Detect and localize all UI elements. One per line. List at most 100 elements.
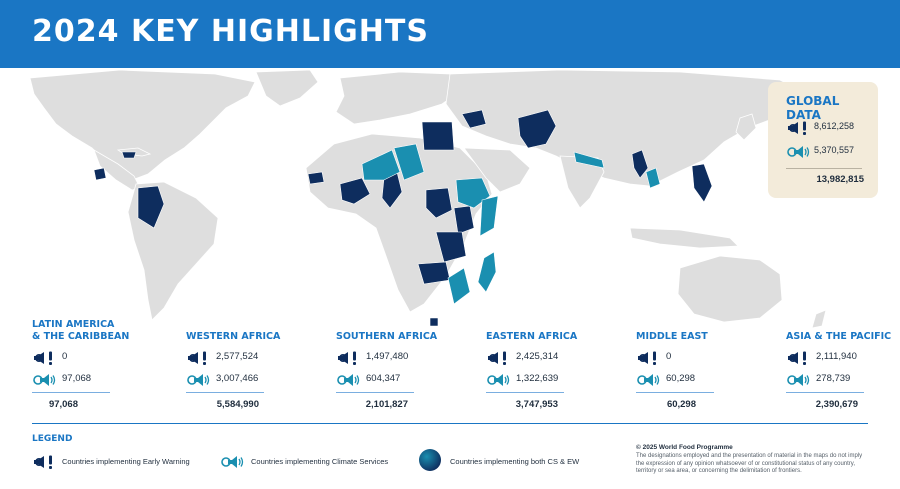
greenland (255, 69, 319, 107)
country-nigeria (339, 177, 371, 205)
country-zambia (417, 261, 451, 285)
early-warning-icon (186, 350, 210, 366)
early-warning-icon (486, 350, 510, 366)
region-total: 2,390,679 (815, 399, 858, 410)
climate-services-icon (786, 372, 810, 388)
early-warning-value: 1,497,480 (366, 351, 409, 362)
page-title: 2024 KEY HIGHLIGHTS (32, 14, 429, 49)
region-total: 97,068 (48, 399, 78, 410)
climate-services-row: 60,298 (636, 372, 746, 386)
india (559, 155, 605, 209)
header-banner: 2024 KEY HIGHLIGHTS (0, 0, 900, 68)
region-latin-america: LATIN AMERICA & THE CARIBBEAN 0 97,068 9… (32, 312, 152, 417)
early-warning-row: 2,577,524 (186, 350, 296, 364)
world-map (29, 69, 827, 328)
climate-services-icon (186, 372, 210, 388)
climate-services-icon (636, 372, 660, 388)
early-warning-row: 0 (636, 350, 746, 364)
early-warning-icon (32, 350, 56, 366)
early-warning-icon (32, 454, 56, 470)
region-total: 3,747,953 (515, 399, 558, 410)
region-title: LATIN AMERICA & THE CARIBBEAN (32, 319, 130, 342)
early-warning-value: 0 (666, 351, 672, 362)
early-warning-icon (786, 120, 810, 136)
global-early-warning-value: 8,612,258 (814, 121, 855, 131)
early-warning-icon (786, 350, 810, 366)
early-warning-row: 0 (32, 350, 142, 364)
region-divider (32, 392, 110, 393)
climate-services-countries (361, 143, 661, 305)
region-southern-africa: SOUTHERN AFRICA 1,497,480 604,347 2,101,… (336, 312, 456, 417)
legend-climate-services: Countries implementing Climate Services (220, 452, 420, 472)
region-divider (186, 392, 264, 393)
country-senegal (307, 171, 325, 185)
climate-services-row: 604,347 (336, 372, 446, 386)
region-divider (336, 392, 414, 393)
early-warning-countries (93, 109, 713, 327)
climate-services-value: 604,347 (366, 373, 401, 384)
climate-services-value: 97,068 (62, 373, 92, 384)
early-warning-value: 2,425,314 (516, 351, 559, 362)
legend-climate-services-label: Countries implementing Climate Services (251, 457, 389, 466)
country-bangladesh-nepal (573, 151, 605, 169)
early-warning-icon (336, 350, 360, 366)
country-myanmar (631, 149, 649, 179)
legend-early-warning: Countries implementing Early Warning (32, 452, 232, 472)
country-philippines (691, 163, 713, 203)
region-total: 2,101,827 (365, 399, 408, 410)
climate-services-icon (336, 372, 360, 388)
legend-both-label: Countries implementing both CS & EW (450, 457, 580, 466)
country-mali (361, 149, 401, 181)
climate-services-value: 3,007,466 (216, 373, 259, 384)
region-middle-east: MIDDLE EAST 0 60,298 60,298 (636, 312, 756, 417)
region-title: WESTERN AFRICA (186, 331, 281, 342)
early-warning-value: 2,111,940 (816, 351, 857, 362)
early-warning-row: 1,497,480 (336, 350, 446, 364)
legend-early-warning-label: Countries implementing Early Warning (62, 457, 190, 466)
legend-both: Countries implementing both CS & EW (418, 448, 618, 472)
japan (735, 113, 757, 141)
region-asia-pacific: ASIA & THE PACIFIC 2,111,940 278,739 2,3… (786, 312, 900, 417)
region-divider (636, 392, 714, 393)
map-disclaimer: The designations employed and the presen… (636, 453, 863, 474)
climate-services-icon (486, 372, 510, 388)
early-warning-row: 2,425,314 (486, 350, 596, 364)
global-divider (786, 168, 862, 169)
region-western-africa: WESTERN AFRICA 2,577,524 3,007,466 5,584… (186, 312, 306, 417)
both-cs-ew-swatch-icon (419, 449, 441, 471)
country-niger (393, 143, 425, 181)
region-title: MIDDLE EAST (636, 331, 708, 342)
global-climate-services-row: 5,370,557 (786, 144, 876, 158)
climate-services-row: 278,739 (786, 372, 896, 386)
climate-services-value: 278,739 (816, 373, 851, 384)
region-title: EASTERN AFRICA (486, 331, 578, 342)
climate-services-value: 60,298 (666, 373, 696, 384)
climate-services-row: 97,068 (32, 372, 142, 386)
early-warning-row: 2,111,940 (786, 350, 896, 364)
global-early-warning-row: 8,612,258 (786, 120, 876, 134)
region-title: ASIA & THE PACIFIC (786, 331, 892, 342)
region-eastern-africa: EASTERN AFRICA 2,425,314 1,322,639 3,747… (486, 312, 606, 417)
country-lesotho (429, 317, 439, 327)
new-zealand (811, 309, 827, 328)
early-warning-icon (636, 350, 660, 366)
global-data-box: GLOBAL DATA 8,612,258 5,370,557 13,982,8… (768, 82, 878, 198)
country-sudan (425, 187, 453, 219)
climate-services-row: 1,322,639 (486, 372, 596, 386)
country-madagascar-cs (477, 251, 497, 293)
country-tanzania (435, 231, 467, 263)
country-kenya (453, 205, 475, 235)
legend-title: LEGEND (32, 434, 73, 444)
legend-divider (32, 423, 868, 424)
north-america (29, 69, 256, 181)
early-warning-value: 2,577,524 (216, 351, 259, 362)
country-guatemala (93, 167, 107, 181)
country-iraq-syria (461, 109, 487, 129)
arabia (463, 147, 531, 193)
copyright: © 2025 World Food Programme (636, 444, 733, 451)
global-climate-services-value: 5,370,557 (814, 145, 855, 155)
country-haiti-dr (121, 151, 137, 159)
region-title: SOUTHERN AFRICA (336, 331, 438, 342)
climate-services-row: 3,007,466 (186, 372, 296, 386)
climate-services-icon (32, 372, 56, 388)
